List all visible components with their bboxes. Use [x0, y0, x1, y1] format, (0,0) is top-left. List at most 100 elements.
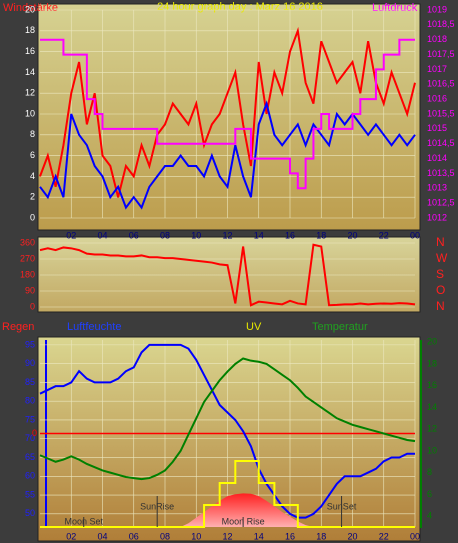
y-tick-label: 12 — [25, 88, 35, 98]
x-tick-label: 22 — [379, 531, 389, 541]
y2-tick-label: 16 — [427, 380, 437, 390]
y2-tick-label: 18 — [427, 358, 437, 368]
x-tick-label: 04 — [97, 230, 107, 240]
y-tick-label: 16 — [25, 46, 35, 56]
y2-tick-label: 1017,5 — [427, 49, 455, 59]
y2-tick-label: O — [436, 283, 445, 297]
y2-tick-label: 10 — [427, 445, 437, 455]
y2-tick-label: 1015,5 — [427, 108, 455, 118]
x-tick-label: 10 — [191, 531, 201, 541]
y-tick-label: 90 — [25, 358, 35, 368]
y-tick-label: 0 — [30, 301, 35, 311]
legend-uv: UV — [246, 321, 262, 333]
x-tick-label: 16 — [285, 531, 295, 541]
x-tick-label: 20 — [347, 531, 357, 541]
y-tick-label: 14 — [25, 67, 35, 77]
event-label: SunSet — [327, 501, 357, 511]
y2-tick-label: 1018 — [427, 34, 447, 44]
x-tick-label: 06 — [129, 230, 139, 240]
x-tick-label: 16 — [285, 230, 295, 240]
x-tick-label: 12 — [222, 230, 232, 240]
x-tick-label: 10 — [191, 230, 201, 240]
y2-tick-label: 12 — [427, 424, 437, 434]
y2-tick-label: 1015 — [427, 123, 447, 133]
x-tick-label: 12 — [222, 531, 232, 541]
y2-tick-label: 1017 — [427, 64, 447, 74]
event-label: SunRise — [140, 501, 174, 511]
x-tick-label: 02 — [66, 230, 76, 240]
legend-rain: Regen — [2, 321, 34, 333]
y2-tick-label: N — [436, 235, 445, 249]
x-tick-label: 20 — [347, 230, 357, 240]
y-tick-label: 60 — [25, 471, 35, 481]
x-tick-label: 18 — [316, 531, 326, 541]
event-label: Moon Rise — [222, 516, 265, 526]
solar-area — [40, 493, 415, 527]
y-tick-label: 4 — [30, 171, 35, 181]
y-tick-label: 18 — [25, 25, 35, 35]
y2-tick-label: 1014,5 — [427, 138, 455, 148]
chart-title: 24 hour graph day : Marz 16 2016 — [157, 1, 323, 13]
y-tick-label: 95 — [25, 339, 35, 349]
x-tick-label: 22 — [379, 230, 389, 240]
y2-tick-label: 14 — [427, 402, 437, 412]
series-line — [40, 38, 415, 190]
x-tick-label: 08 — [160, 531, 170, 541]
y2-tick-label: 1016 — [427, 94, 447, 104]
y-tick-label: 10 — [25, 108, 35, 118]
series-line — [39, 343, 415, 519]
y-tick-label: 360 — [20, 237, 35, 247]
y2-tick-label: 1012 — [427, 212, 447, 222]
x-tick-label: 18 — [316, 230, 326, 240]
rain-tick-label: 0 — [32, 428, 37, 438]
y2-tick-label: 6 — [427, 489, 432, 499]
y-tick-label: 20 — [25, 4, 35, 14]
y-tick-label: 75 — [25, 414, 35, 424]
x-tick-label: 04 — [97, 531, 107, 541]
y2-tick-label: 8 — [427, 467, 432, 477]
series-line — [39, 243, 416, 307]
y2-tick-label: 1013,5 — [427, 168, 455, 178]
x-tick-label: 14 — [254, 230, 264, 240]
y-tick-label: 6 — [30, 150, 35, 160]
y-tick-label: 2 — [30, 192, 35, 202]
series-line — [39, 357, 416, 481]
legend-humidity: Luftfeuchte — [67, 321, 121, 333]
y2-axis-label: Luftdruck — [372, 2, 418, 14]
y-tick-label: 85 — [25, 377, 35, 387]
y-tick-label: 55 — [25, 489, 35, 499]
y2-tick-label: 1019 — [427, 4, 447, 14]
y-tick-label: 50 — [25, 508, 35, 518]
y2-tick-label: 1013 — [427, 183, 447, 193]
y-tick-label: 180 — [20, 269, 35, 279]
y-tick-label: 0 — [30, 212, 35, 222]
panel-wind — [37, 3, 421, 231]
series-line — [39, 26, 416, 198]
y-tick-label: 270 — [20, 253, 35, 263]
y2-tick-label: 1014 — [427, 153, 447, 163]
y2-tick-label: 1016,5 — [427, 79, 455, 89]
series-line — [40, 460, 415, 528]
y2-tick-label: W — [436, 251, 448, 265]
y-tick-label: 8 — [30, 129, 35, 139]
y-tick-label: 90 — [25, 285, 35, 295]
y2-tick-label: 20 — [427, 337, 437, 347]
x-tick-label: 02 — [66, 531, 76, 541]
y2-tick-label: 4 — [427, 511, 432, 521]
y2-tick-label: 1012,5 — [427, 198, 455, 208]
y-axis-label: Windstärke — [3, 2, 58, 14]
event-label: Moon Set — [64, 516, 103, 526]
x-tick-label: 08 — [160, 230, 170, 240]
x-tick-label: 00 — [410, 531, 420, 541]
y2-tick-label: 1018,5 — [427, 19, 455, 29]
y2-tick-label: S — [436, 267, 444, 281]
x-tick-label: 14 — [254, 531, 264, 541]
legend-temperature: Temperatur — [312, 321, 368, 333]
y-tick-label: 70 — [25, 433, 35, 443]
x-tick-label: 00 — [410, 230, 420, 240]
x-tick-label: 06 — [129, 531, 139, 541]
y-tick-label: 65 — [25, 452, 35, 462]
y-tick-label: 80 — [25, 396, 35, 406]
y2-tick-label: N — [436, 299, 445, 313]
